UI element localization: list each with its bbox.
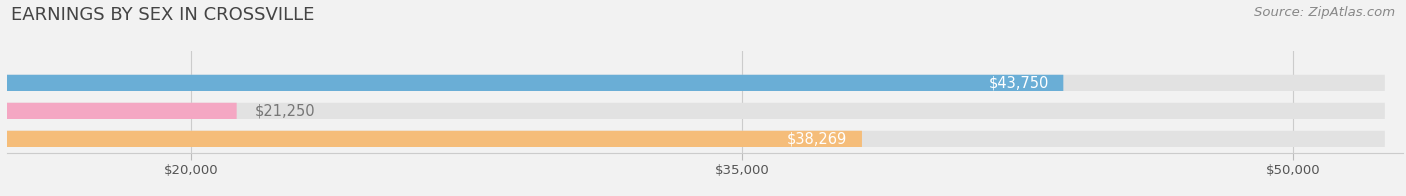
FancyBboxPatch shape	[0, 103, 236, 119]
Text: Source: ZipAtlas.com: Source: ZipAtlas.com	[1254, 6, 1395, 19]
Text: EARNINGS BY SEX IN CROSSVILLE: EARNINGS BY SEX IN CROSSVILLE	[11, 6, 315, 24]
Text: $21,250: $21,250	[254, 103, 316, 118]
FancyBboxPatch shape	[0, 131, 862, 147]
FancyBboxPatch shape	[0, 103, 1385, 119]
Text: $38,269: $38,269	[787, 131, 848, 146]
FancyBboxPatch shape	[0, 75, 1063, 91]
FancyBboxPatch shape	[0, 131, 1385, 147]
FancyBboxPatch shape	[0, 75, 1385, 91]
Text: $43,750: $43,750	[988, 75, 1049, 90]
